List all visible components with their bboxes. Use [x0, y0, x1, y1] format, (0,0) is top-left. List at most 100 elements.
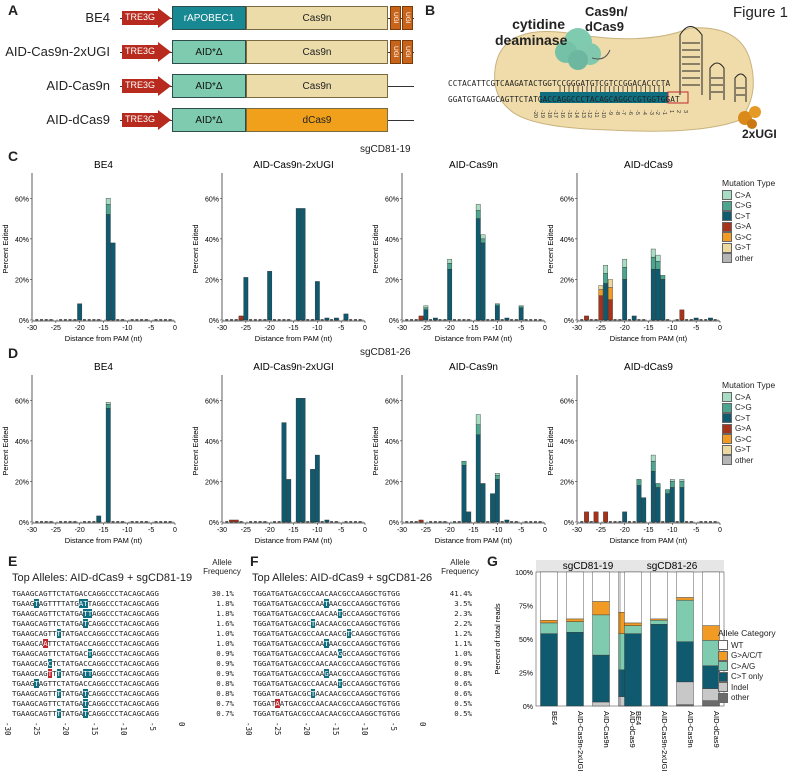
legend-label: C>G: [735, 201, 752, 211]
bar-segment: [110, 242, 116, 321]
position-labels: -20 -19 -18 -17 -16 -15 -14 -13 -12 -11 -10 -9 -8 -7-…: [532, 110, 698, 135]
zero-bar: [263, 319, 267, 321]
sequence-axis-label: -30: [3, 722, 12, 736]
bar-segment: [622, 279, 628, 321]
mutation-bar-chart: AID-Cas9n-2xUGI 0% 20% 40% 60% -30 -25 -20 -15 -1…: [191, 362, 367, 545]
protospacer-highlight: [540, 92, 668, 103]
y-tick-label: 20%: [560, 479, 574, 486]
bar-segment: [679, 481, 685, 488]
bottom-strand: GGATGTGAAGCAGTTCTATGACCAGGCCCTACAGCAGGCC…: [448, 95, 680, 104]
zero-bar: [632, 521, 636, 523]
zero-bar: [708, 521, 712, 523]
stacked-segment: [540, 633, 558, 707]
cas-label: Cas9n/dCas9: [585, 4, 628, 34]
zero-bar: [685, 521, 689, 523]
bar-segment: [432, 317, 438, 321]
zero-bar: [405, 521, 409, 523]
category-label: BE4: [634, 711, 643, 725]
bar-segment: [447, 269, 453, 321]
bar-segment: [494, 305, 500, 321]
legend-label: G>T: [735, 445, 751, 455]
zero-bar: [44, 521, 48, 523]
bar-segment: [105, 408, 111, 523]
bar-segment: [655, 260, 661, 270]
zero-bar: [258, 319, 262, 321]
bar-segment: [77, 303, 83, 321]
ugi-icon: [738, 106, 761, 129]
allele-frequency: 1.0%: [216, 629, 234, 638]
alleles-f-axis: -30 -25 -20 -15 -10 -5 0: [244, 722, 433, 752]
y-tick-label: 75%: [519, 604, 533, 611]
zero-bar: [135, 521, 139, 523]
chart-title: AID-dCas9: [624, 160, 673, 171]
sequence-axis-label: -25: [273, 722, 282, 736]
allele-sequence: TGGATGATGACGCTAACAACGCCAAGGCTGTGG: [253, 689, 400, 698]
stacked-segment: [676, 571, 694, 598]
x-axis-label: Distance from PAM (nt): [255, 334, 333, 343]
allele-sequence: TGGATGATGACGCCAACAATGCCAAGGCTGTGG: [253, 609, 400, 618]
cas9-domain: Cas9n: [246, 74, 388, 98]
zero-bar: [438, 319, 442, 321]
zero-bar: [675, 319, 679, 321]
zero-bar: [63, 319, 67, 321]
bar-segment: [475, 210, 481, 219]
sequence-axis-label: -10: [119, 722, 128, 736]
legend-swatch: [722, 444, 732, 455]
promoter-label: TRE3G: [125, 12, 156, 22]
bar-segment: [494, 303, 500, 306]
bar-segment: [607, 299, 613, 321]
stacked-segment: [650, 571, 668, 620]
zero-bar: [486, 521, 490, 523]
pam-highlight: [667, 91, 689, 104]
sequence-axis-label: -30: [244, 722, 253, 736]
zero-bar: [433, 521, 437, 523]
allele-sequence: TGAAGCAATTCTATGACCAGGCCCTACAGCAGG: [12, 639, 159, 648]
zero-bar: [618, 521, 622, 523]
chart-title: AID-Cas9n: [449, 160, 498, 171]
allele-frequency: 1.0%: [216, 639, 234, 648]
x-tick-label: -30: [217, 527, 227, 534]
y-tick-label: 20%: [385, 277, 399, 284]
promoter-label: TRE3G: [125, 114, 156, 124]
legend-title: Mutation Type: [722, 380, 776, 390]
allele-sequence: TGGATGATGACGCCAAGAACGCCAAGGCTGTGG: [253, 669, 400, 678]
chart-title: AID-Cas9n: [449, 362, 498, 373]
zero-bar: [410, 319, 414, 321]
bar-segment: [622, 258, 628, 268]
allele-frequency: 0.9%: [216, 659, 234, 668]
zero-bar: [63, 521, 67, 523]
bar-segment: [96, 515, 102, 523]
zero-bar: [529, 319, 533, 321]
zero-bar: [580, 319, 584, 321]
zero-bar: [608, 521, 612, 523]
x-tick-label: -10: [492, 325, 502, 332]
allele-sequence: TGAAGCAGCTCTATGACCAGGCCCTACAGCAGG: [12, 659, 159, 668]
x-tick-label: -5: [518, 325, 524, 332]
chart-title: AID-dCas9: [624, 362, 673, 373]
stacked-segment: [540, 620, 558, 624]
zero-bar: [500, 319, 504, 321]
zero-bar: [239, 521, 243, 523]
allele-frequency: 0.8%: [216, 679, 234, 688]
bar-segment: [281, 422, 287, 523]
category-label: BE4: [550, 711, 559, 725]
legend-swatch: [718, 682, 728, 693]
stacked-segment: [702, 640, 720, 666]
zero-bar: [159, 319, 163, 321]
bar-segment: [461, 460, 467, 466]
zero-bar: [514, 521, 518, 523]
zero-bar: [116, 319, 120, 321]
position-label: -15: [566, 110, 572, 118]
bar-segment: [598, 285, 604, 290]
zero-bar: [689, 521, 693, 523]
construct-name: AID-Cas9n: [46, 78, 110, 93]
zero-bar: [580, 521, 584, 523]
bar-segment: [518, 307, 524, 321]
facet-title: sgCD81-26: [647, 561, 698, 572]
zero-bar: [538, 319, 542, 321]
zero-bar: [462, 319, 466, 321]
x-tick-label: -30: [397, 325, 407, 332]
allele-frequency: 3.5%: [454, 599, 472, 608]
position-label: -5: [634, 110, 640, 115]
allele-frequency: 0.9%: [454, 659, 472, 668]
